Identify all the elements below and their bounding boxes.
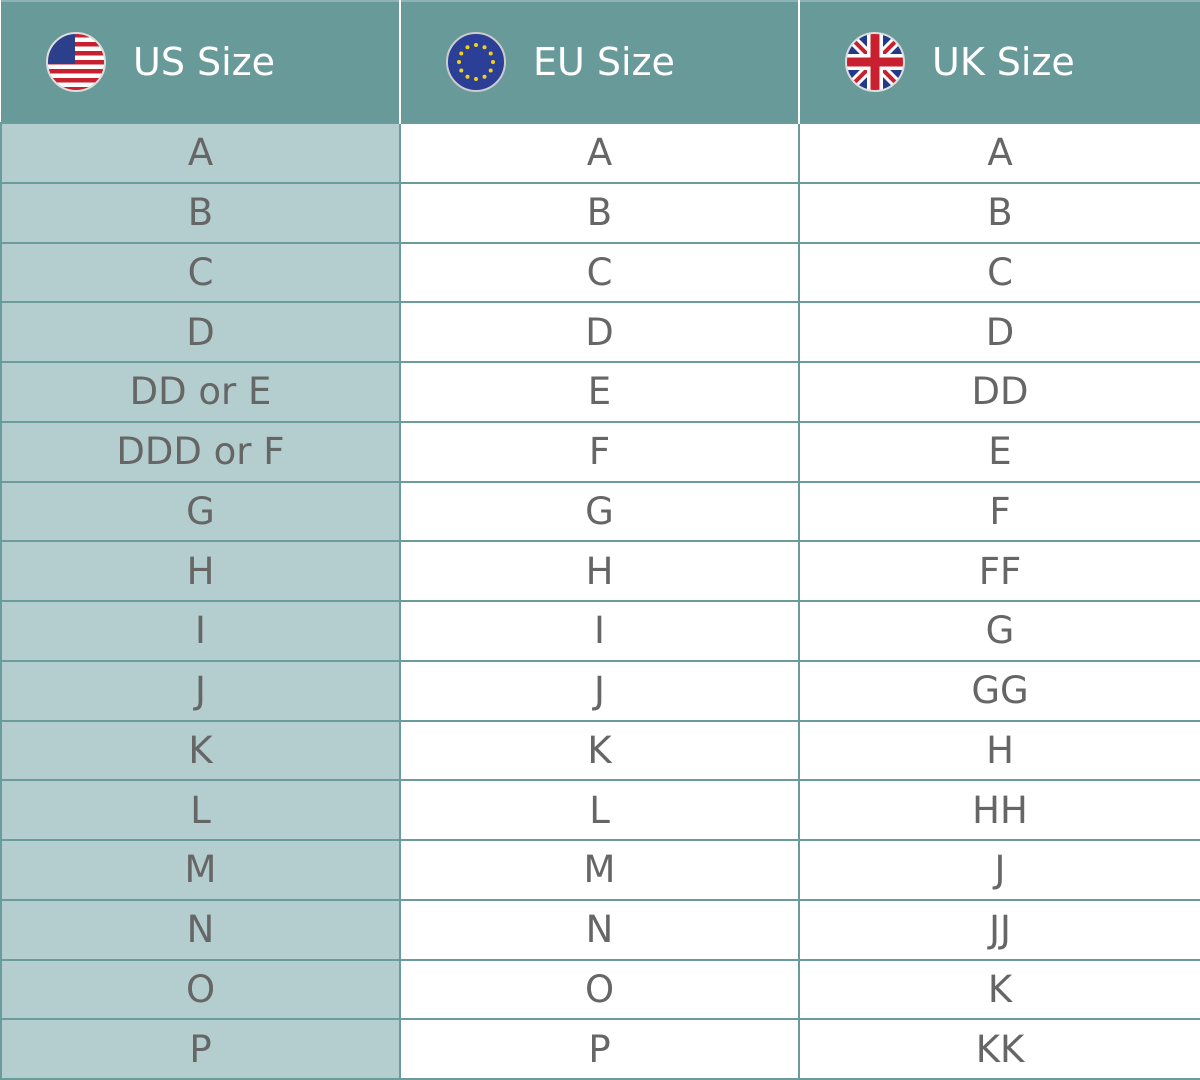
eu-star-icon — [465, 74, 470, 79]
eu-star-icon — [488, 51, 493, 56]
uk-size-cell: GG — [798, 659, 1200, 722]
eu-star-icon — [457, 60, 461, 64]
us-size-cell: L — [0, 779, 401, 841]
uk-size-cell: KK — [798, 1018, 1200, 1080]
us-size-cell: I — [0, 600, 401, 662]
uk-size-cell: DD — [798, 361, 1200, 423]
uk-size-cell: FF — [798, 540, 1200, 602]
eu-size-cell: I — [399, 600, 800, 662]
eu-size-cell: P — [399, 1018, 800, 1080]
us-size-cell: C — [0, 241, 401, 304]
us-size-cell: D — [0, 301, 401, 363]
eu-star-icon — [474, 77, 478, 81]
uk-size-cell: JJ — [798, 898, 1200, 961]
eu-star-icon — [482, 45, 487, 50]
eu-size-header: EU Size — [400, 0, 800, 123]
eu-size-label: EU Size — [533, 40, 675, 84]
uk-size-cell: J — [798, 839, 1200, 901]
us-size-cell: K — [0, 719, 401, 782]
table-row: L L HH — [0, 779, 1200, 841]
us-size-label: US Size — [133, 40, 276, 84]
us-size-cell: G — [0, 480, 401, 543]
uk-size-cell: H — [798, 719, 1200, 782]
uk-size-cell: E — [798, 420, 1200, 483]
eu-star-icon — [465, 45, 470, 50]
eu-flag-icon — [446, 32, 506, 92]
eu-size-cell: E — [399, 361, 800, 423]
uk-size-cell: A — [798, 122, 1200, 184]
uk-size-cell: D — [798, 301, 1200, 363]
us-size-cell: H — [0, 540, 401, 602]
table-row: H H FF — [0, 540, 1200, 602]
table-row: P P KK — [0, 1018, 1200, 1080]
eu-star-icon — [474, 43, 478, 47]
eu-size-cell: D — [399, 301, 800, 363]
us-size-cell: M — [0, 839, 401, 901]
uk-size-header: UK Size — [799, 0, 1200, 123]
uk-flag-icon — [845, 32, 905, 92]
eu-size-cell: G — [399, 480, 800, 543]
uk-size-cell: HH — [798, 779, 1200, 841]
uk-size-cell: C — [798, 241, 1200, 304]
us-size-cell: O — [0, 958, 401, 1021]
table-row: DD or E E DD — [0, 361, 1200, 423]
table-row: J J GG — [0, 659, 1200, 722]
uk-size-cell: G — [798, 600, 1200, 662]
eu-star-icon — [482, 74, 487, 79]
uk-size-label: UK Size — [932, 40, 1075, 84]
eu-size-cell: F — [399, 420, 800, 483]
table-row: N N JJ — [0, 898, 1200, 961]
eu-size-cell: J — [399, 659, 800, 722]
us-size-cell: B — [0, 181, 401, 244]
eu-size-cell: N — [399, 898, 800, 961]
eu-size-cell: C — [399, 241, 800, 304]
eu-size-cell: M — [399, 839, 800, 901]
eu-size-cell: B — [399, 181, 800, 244]
eu-size-cell: K — [399, 719, 800, 782]
eu-star-icon — [491, 60, 495, 64]
us-size-cell: DD or E — [0, 361, 401, 423]
us-size-cell: A — [0, 122, 401, 184]
us-size-header: US Size — [1, 0, 401, 123]
uk-size-cell: K — [798, 958, 1200, 1021]
eu-star-icon — [488, 68, 493, 73]
us-size-cell: P — [0, 1018, 401, 1080]
eu-star-icon — [459, 51, 464, 56]
header-row: US Size EU Size — [1, 0, 1200, 123]
eu-size-cell: L — [399, 779, 800, 841]
us-size-cell: N — [0, 898, 401, 961]
eu-star-icon — [459, 68, 464, 73]
eu-size-cell: H — [399, 540, 800, 602]
eu-size-cell: A — [399, 122, 800, 184]
us-size-cell: J — [0, 659, 401, 722]
us-size-cell: DDD or F — [0, 420, 401, 483]
uk-size-cell: F — [798, 480, 1200, 543]
eu-size-cell: O — [399, 958, 800, 1021]
us-flag-icon — [46, 32, 106, 92]
uk-size-cell: B — [798, 181, 1200, 244]
